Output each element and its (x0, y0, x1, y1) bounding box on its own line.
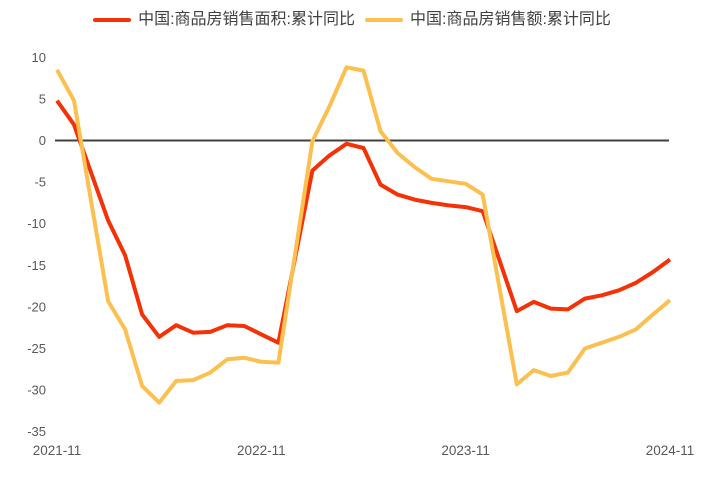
y-axis-tick-label: -20 (27, 299, 46, 314)
y-axis-tick-label: 5 (39, 91, 46, 106)
y-axis-tick-label: 0 (39, 133, 46, 148)
legend-label-sales-value: 中国:商品房销售额:累计同比 (410, 11, 611, 28)
x-axis-tick-label: 2023-11 (441, 443, 490, 458)
x-axis-tick-label: 2022-11 (237, 443, 286, 458)
y-axis-tick-label: -15 (27, 258, 46, 273)
legend: 中国:商品房销售面积:累计同比 中国:商品房销售额:累计同比 (0, 12, 704, 28)
y-axis-tick-label: -25 (27, 341, 46, 356)
legend-swatch-sales-value (365, 18, 403, 22)
x-axis-tick-label: 2021-11 (33, 443, 82, 458)
legend-item-sales-area: 中国:商品房销售面积:累计同比 (93, 12, 355, 28)
legend-swatch-sales-area (93, 18, 132, 22)
y-axis-tick-label: 10 (32, 50, 46, 65)
series-line-1 (55, 65, 672, 405)
y-axis-tick-label: -35 (27, 424, 46, 439)
legend-label-sales-area: 中国:商品房销售面积:累计同比 (138, 11, 355, 28)
y-axis-tick-label: -10 (27, 216, 46, 231)
legend-item-sales-value: 中国:商品房销售额:累计同比 (365, 12, 611, 28)
series-line-0 (55, 99, 672, 345)
y-axis-tick-label: -30 (27, 383, 46, 398)
y-axis-tick-label: -5 (34, 175, 46, 190)
x-axis-tick-label: 2024-11 (646, 443, 695, 458)
